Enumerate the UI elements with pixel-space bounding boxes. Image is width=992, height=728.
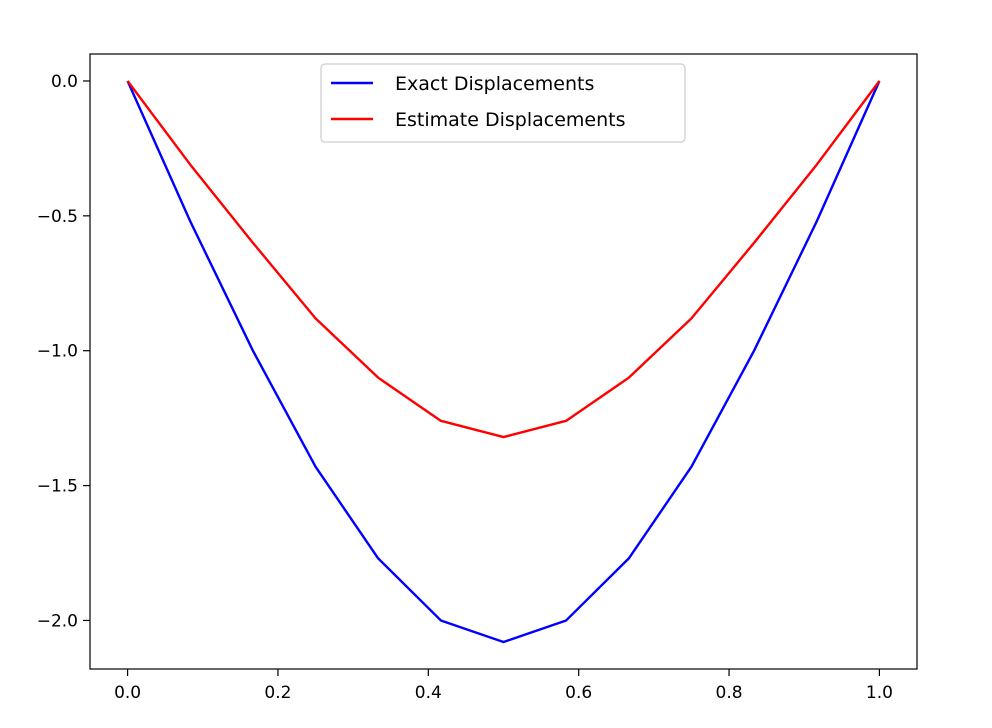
series-layer (126, 80, 881, 644)
x-tick-label: 0.8 (716, 683, 743, 703)
y-tick-label: −1.5 (37, 477, 78, 497)
legend-box (320, 63, 686, 143)
y-tick-label: −0.5 (37, 207, 78, 227)
series-line-estimate (126, 80, 881, 439)
plot-frame (89, 53, 918, 670)
x-tick-label: 1.0 (866, 683, 893, 703)
legend-label: Exact Displacements (395, 73, 594, 95)
legend-label: Estimate Displacements (395, 109, 625, 131)
series-line-exact (126, 80, 881, 644)
x-tick-label: 0.2 (264, 683, 291, 703)
x-tick-label: 0.6 (565, 683, 592, 703)
y-axis: 0.0 −0.5 −1.0 −1.5 −2.0 (37, 72, 90, 631)
y-tick-label: 0.0 (51, 72, 78, 92)
y-tick-label: −2.0 (37, 611, 78, 631)
legend: Exact Displacements Estimate Displacement… (320, 63, 686, 143)
x-tick-label: 0.4 (415, 683, 442, 703)
y-tick-label: −1.0 (37, 342, 78, 362)
x-tick-label: 0.0 (114, 683, 141, 703)
x-axis: 0.0 0.2 0.4 0.6 0.8 1.0 (114, 669, 893, 703)
